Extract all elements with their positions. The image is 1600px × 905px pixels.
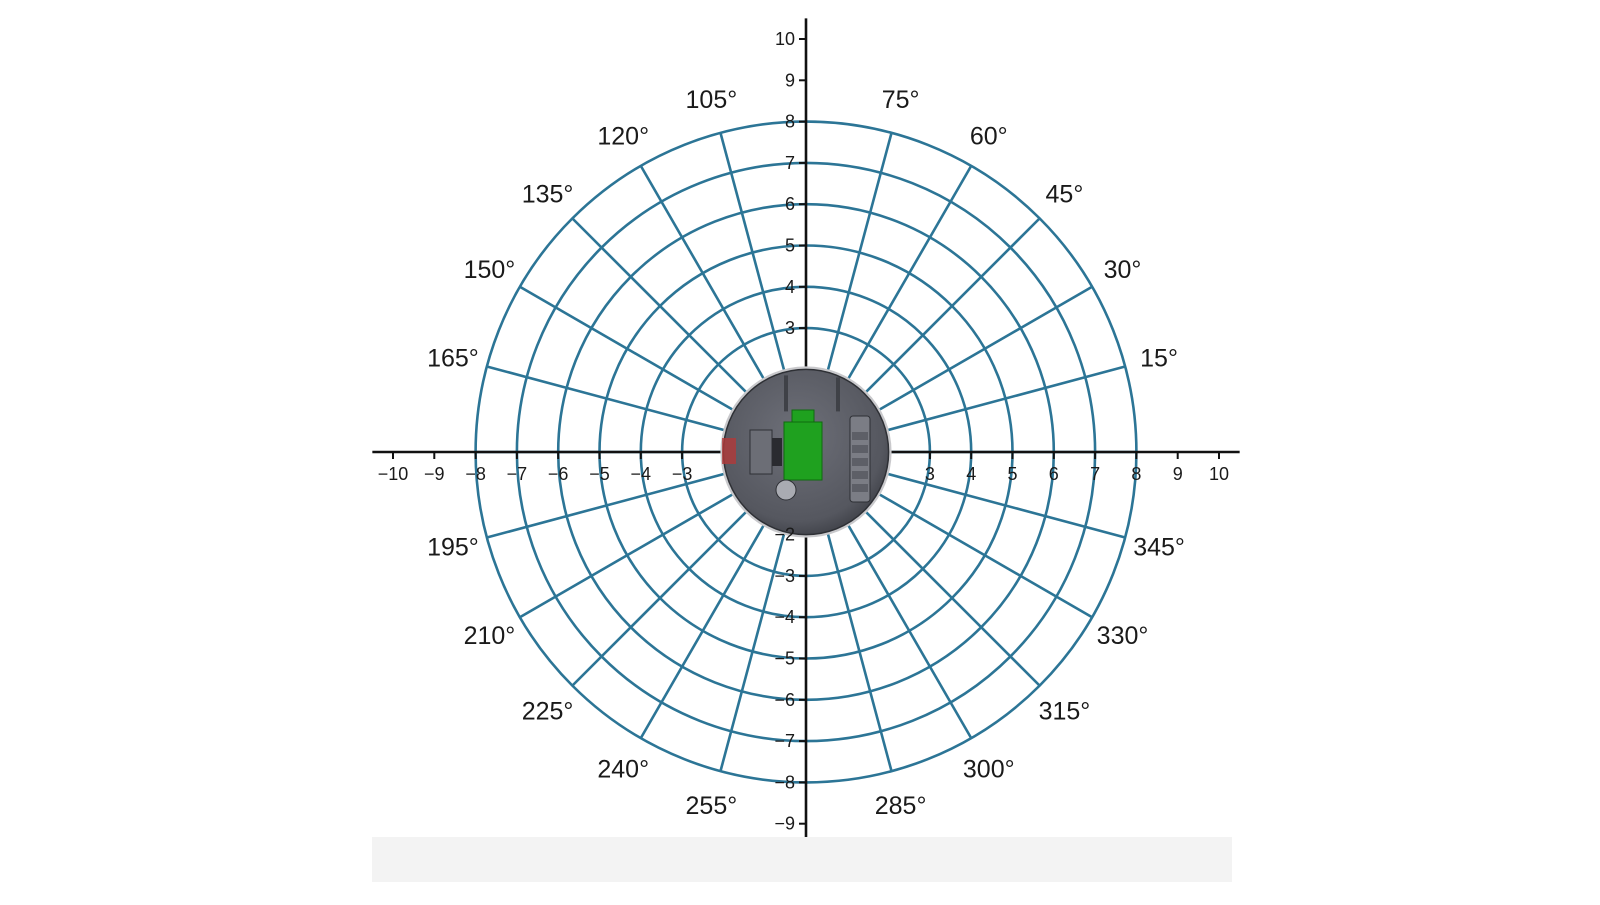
grid-spoke xyxy=(486,461,767,539)
x-tick-label: −3 xyxy=(672,464,693,484)
grid-spoke xyxy=(639,165,787,417)
grid-spoke xyxy=(825,487,973,739)
angle-label: 225° xyxy=(522,697,574,725)
x-tick-label: 4 xyxy=(966,464,976,484)
grid-spoke xyxy=(834,480,1041,687)
y-tick-label: 6 xyxy=(785,194,795,214)
y-tick-label: 5 xyxy=(785,236,795,256)
y-tick-label: −6 xyxy=(774,690,795,710)
y-tick-label: −3 xyxy=(774,566,795,586)
y-tick-label: 3 xyxy=(785,318,795,338)
y-tick-label: −4 xyxy=(774,607,795,627)
angle-label: 255° xyxy=(686,792,738,820)
y-tick-label: 10 xyxy=(775,29,795,49)
grid-spoke xyxy=(519,285,771,433)
x-tick-label: 7 xyxy=(1090,464,1100,484)
x-tick-label: −10 xyxy=(378,464,409,484)
robot-marker-red xyxy=(722,438,736,464)
angle-label: 300° xyxy=(963,756,1015,784)
angle-label: 105° xyxy=(686,86,738,114)
robot-panel-slot xyxy=(852,432,868,440)
angle-label: 345° xyxy=(1133,534,1185,562)
x-tick-label: 8 xyxy=(1131,464,1141,484)
x-tick-label: 10 xyxy=(1209,464,1229,484)
x-tick-label: −7 xyxy=(507,464,528,484)
x-tick-label: 3 xyxy=(925,464,935,484)
grid-spoke xyxy=(519,471,771,619)
x-tick-label: −5 xyxy=(589,464,610,484)
angle-label: 15° xyxy=(1140,344,1178,372)
x-tick-label: −6 xyxy=(548,464,569,484)
y-tick-label: 7 xyxy=(785,153,795,173)
angle-label: 210° xyxy=(464,622,516,650)
y-tick-label: −7 xyxy=(774,731,795,751)
grid-spoke xyxy=(571,217,778,424)
tick-label-layer: −10 −9 −8 −7 −6 −5 −4 −3 3 4 5 6 7 8 9 10109876543−2−3−… xyxy=(378,29,1229,834)
angle-label: 285° xyxy=(875,792,927,820)
robot-icon xyxy=(720,366,892,538)
grid-spoke xyxy=(841,471,1093,619)
angle-label: 330° xyxy=(1097,622,1149,650)
angle-label: 240° xyxy=(597,756,649,784)
y-tick-label: 4 xyxy=(785,277,795,297)
grid-spoke xyxy=(834,217,1041,424)
robot-panel-slot xyxy=(852,458,868,466)
robot-panel-slot xyxy=(852,445,868,453)
grid-spoke xyxy=(845,461,1126,539)
grid-spoke xyxy=(486,365,767,443)
robot-strut xyxy=(784,375,788,412)
y-tick-label: −9 xyxy=(774,814,795,834)
x-tick-label: 5 xyxy=(1007,464,1017,484)
angle-label: 150° xyxy=(464,256,516,284)
angle-label: 30° xyxy=(1104,256,1142,284)
robot-panel-slot xyxy=(852,484,868,492)
robot-module xyxy=(783,421,823,481)
y-tick-label: 8 xyxy=(785,112,795,132)
robot-axle xyxy=(772,438,782,466)
angle-label: 195° xyxy=(427,534,479,562)
angle-label: 45° xyxy=(1046,181,1084,209)
robot-wheel-left xyxy=(749,429,773,475)
grid-spoke xyxy=(571,480,778,687)
x-tick-label: 6 xyxy=(1049,464,1059,484)
y-tick-label: −2 xyxy=(774,525,795,545)
x-tick-label: 9 xyxy=(1173,464,1183,484)
robot-strut xyxy=(836,377,840,412)
angle-label: 75° xyxy=(882,86,920,114)
grid-spoke xyxy=(845,365,1126,443)
y-tick-label: −5 xyxy=(774,649,795,669)
robot-caster xyxy=(775,479,797,501)
grid-spoke xyxy=(815,491,893,772)
grid-spoke xyxy=(639,487,787,739)
x-tick-label: −4 xyxy=(631,464,652,484)
angle-label-layer: 15° 30° 45° 60° 75° 105° 120° 135° 150° 165° 195° 2… xyxy=(427,86,1185,820)
angle-label: 60° xyxy=(970,122,1008,150)
angle-label: 120° xyxy=(597,122,649,150)
y-tick-label: 9 xyxy=(785,70,795,90)
grid-spoke xyxy=(719,491,797,772)
grid-spoke xyxy=(719,132,797,413)
angle-label: 165° xyxy=(427,344,479,372)
angle-label: 135° xyxy=(522,181,574,209)
bottom-band xyxy=(372,837,1232,882)
grid-spoke xyxy=(841,285,1093,433)
grid-spoke xyxy=(815,132,893,413)
robot-panel-slot xyxy=(852,471,868,479)
x-tick-label: −9 xyxy=(424,464,445,484)
angle-label: 315° xyxy=(1039,697,1091,725)
x-tick-label: −8 xyxy=(465,464,486,484)
y-tick-label: −8 xyxy=(774,772,795,792)
grid-spoke xyxy=(825,165,973,417)
